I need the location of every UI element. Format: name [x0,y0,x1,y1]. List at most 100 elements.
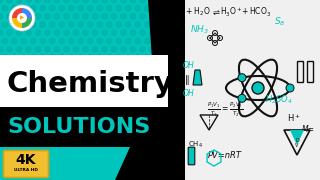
Polygon shape [20,103,27,111]
Polygon shape [35,160,42,168]
Polygon shape [0,29,4,37]
FancyBboxPatch shape [188,147,195,165]
Polygon shape [68,135,75,143]
Polygon shape [163,70,170,78]
Polygon shape [120,176,127,180]
Polygon shape [148,29,156,37]
Polygon shape [11,37,18,45]
Polygon shape [115,21,122,29]
Polygon shape [1,135,8,143]
Polygon shape [30,103,37,111]
Polygon shape [144,168,151,176]
Polygon shape [82,144,89,152]
Polygon shape [106,168,113,176]
Polygon shape [25,78,32,86]
Polygon shape [44,160,51,168]
Polygon shape [144,135,151,143]
Polygon shape [153,135,160,143]
Polygon shape [139,94,146,102]
Polygon shape [96,168,103,176]
Polygon shape [148,78,156,86]
Polygon shape [77,152,84,160]
Polygon shape [1,119,8,127]
Polygon shape [120,78,127,86]
Polygon shape [134,135,141,143]
Polygon shape [63,176,70,180]
Circle shape [238,74,246,82]
Polygon shape [158,62,165,70]
Polygon shape [110,45,117,53]
Polygon shape [58,86,65,94]
Polygon shape [39,168,46,176]
Polygon shape [20,70,27,78]
Polygon shape [153,86,160,94]
Polygon shape [1,86,8,94]
Polygon shape [120,160,127,168]
Polygon shape [77,37,84,45]
Polygon shape [49,21,56,29]
Text: $\mathregular{NH_3}$: $\mathregular{NH_3}$ [190,24,210,36]
Polygon shape [172,135,179,143]
Polygon shape [53,111,60,119]
Polygon shape [130,111,136,119]
Polygon shape [172,152,179,160]
Polygon shape [125,152,132,160]
Polygon shape [6,94,13,102]
Text: M=: M= [301,125,315,134]
Polygon shape [6,144,13,152]
Polygon shape [11,168,18,176]
Polygon shape [63,127,70,135]
Polygon shape [25,0,32,4]
Polygon shape [53,94,60,102]
Polygon shape [148,160,156,168]
Polygon shape [101,144,108,152]
Polygon shape [110,144,117,152]
Polygon shape [120,94,127,102]
Polygon shape [172,70,179,78]
Polygon shape [115,86,122,94]
Polygon shape [139,127,146,135]
Polygon shape [106,70,113,78]
Polygon shape [163,152,170,160]
Polygon shape [125,135,132,143]
Polygon shape [172,119,179,127]
Polygon shape [96,53,103,61]
Polygon shape [92,144,99,152]
Polygon shape [58,21,65,29]
Polygon shape [0,12,4,20]
Polygon shape [11,86,18,94]
Polygon shape [0,144,4,152]
Polygon shape [139,78,146,86]
Polygon shape [20,135,27,143]
Text: D
V: D V [295,138,299,148]
Polygon shape [168,144,174,152]
Polygon shape [125,119,132,127]
FancyBboxPatch shape [0,147,175,180]
Polygon shape [106,53,113,61]
Polygon shape [144,86,151,94]
Polygon shape [115,4,122,12]
Polygon shape [35,45,42,53]
Polygon shape [101,29,108,37]
Polygon shape [158,12,165,20]
Polygon shape [139,29,146,37]
Polygon shape [20,21,27,29]
Polygon shape [30,119,37,127]
Polygon shape [25,144,32,152]
Polygon shape [16,29,22,37]
Polygon shape [158,176,165,180]
Polygon shape [92,111,99,119]
Polygon shape [172,37,179,45]
Polygon shape [106,4,113,12]
Polygon shape [290,130,304,145]
Polygon shape [163,119,170,127]
Polygon shape [87,135,94,143]
Polygon shape [120,12,127,20]
Polygon shape [1,70,8,78]
Polygon shape [39,21,46,29]
Polygon shape [96,70,103,78]
Polygon shape [49,70,56,78]
Polygon shape [130,144,136,152]
Polygon shape [172,168,179,176]
Polygon shape [30,21,37,29]
